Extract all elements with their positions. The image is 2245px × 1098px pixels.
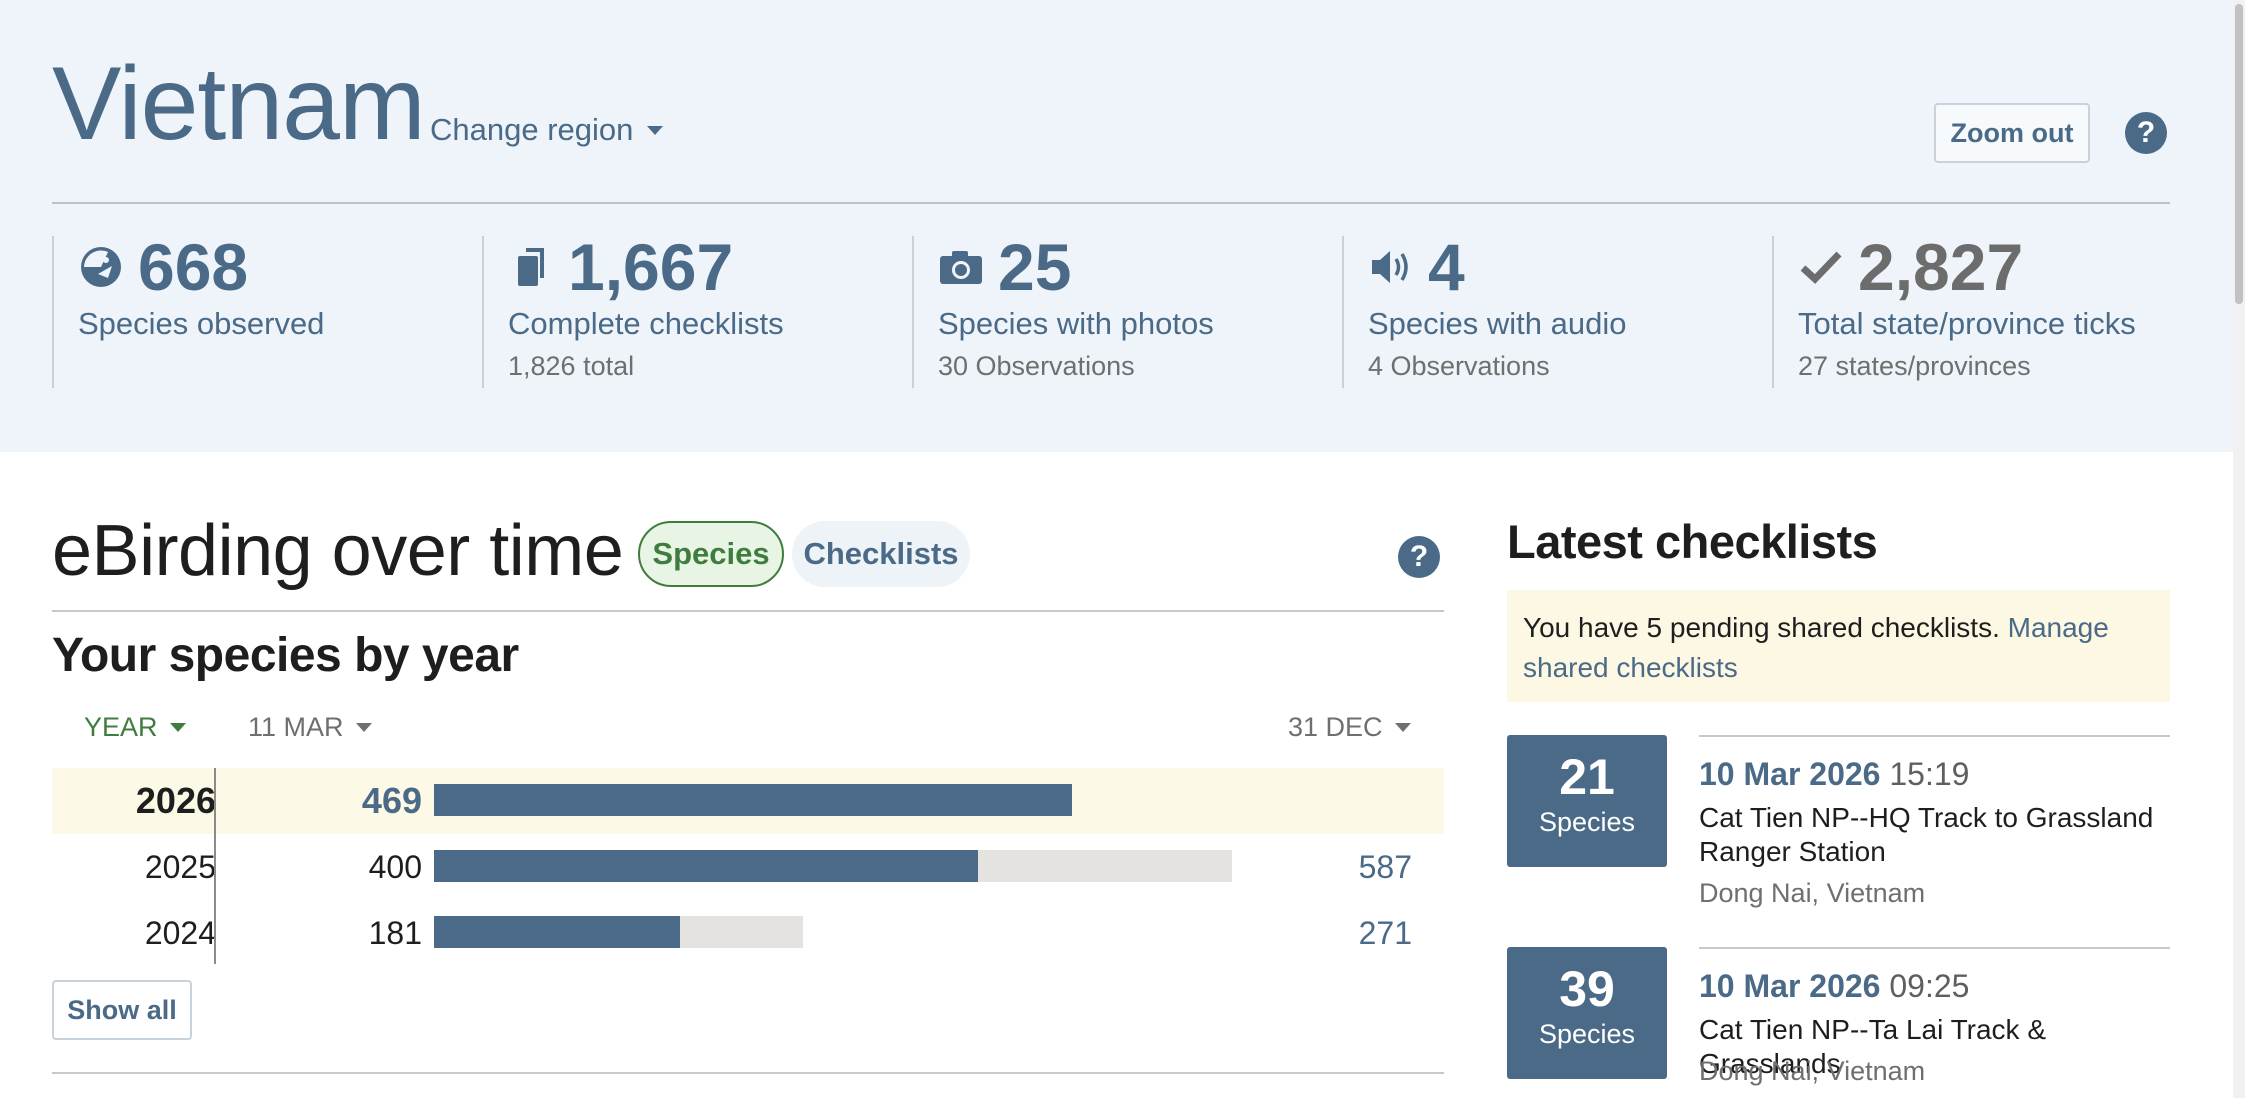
year-bar — [434, 784, 1072, 816]
stat-state-province-ticks[interactable]: 2,827 Total state/province ticks 27 stat… — [1772, 230, 2202, 388]
year-label: 2026 — [135, 780, 216, 821]
year-species-count: 469 — [361, 780, 422, 821]
species-unit: Species — [1538, 1019, 1636, 1049]
species-count: 21 — [1559, 749, 1615, 805]
year-label: 2025 — [144, 849, 216, 885]
page-title: Vietnam — [52, 46, 426, 162]
year-label: 2024 — [144, 915, 216, 951]
divider — [52, 202, 2170, 204]
year-species-count: 181 — [368, 915, 422, 951]
stat-label: Species observed — [78, 306, 325, 341]
start-date-dropdown[interactable]: 11 MAR — [248, 712, 372, 743]
stat-value: 4 — [1428, 230, 1465, 304]
stat-label: Total state/province ticks — [1798, 306, 2136, 341]
chevron-down-icon — [647, 125, 664, 135]
checklist-card[interactable]: 39 Species 10 Mar 2026 09:25 Cat Tien NP… — [1507, 947, 2170, 1097]
chevron-down-icon — [355, 723, 372, 732]
notice-text: You have 5 pending shared checklists. — [1523, 612, 2000, 643]
checklist-time: 09:25 — [1889, 968, 1970, 1004]
year-species-count: 400 — [368, 849, 422, 885]
divider — [52, 610, 1444, 612]
year-sort-dropdown[interactable]: YEAR — [84, 712, 186, 743]
stat-label: Species with audio — [1368, 306, 1627, 341]
pending-shared-notice: You have 5 pending shared checklists. Ma… — [1507, 590, 2170, 702]
stat-sub: 1,826 total — [508, 351, 635, 381]
checklist-datetime[interactable]: 10 Mar 2026 15:19 — [1699, 753, 1969, 795]
stats-bar: 668 Species observed 1,667 Complete chec… — [52, 230, 2202, 388]
checklist-card[interactable]: 21 Species 10 Mar 2026 15:19 Cat Tien NP… — [1507, 735, 2170, 915]
chevron-down-icon — [169, 723, 186, 732]
camera-icon — [938, 244, 984, 290]
stat-value: 1,667 — [568, 230, 734, 304]
manage-shared-link[interactable]: Manage shared checklists — [1523, 612, 2109, 683]
section-title: eBirding over time — [52, 511, 624, 591]
start-date-label: 11 MAR — [248, 712, 344, 742]
year-sort-label: YEAR — [84, 712, 158, 742]
stat-sub: 4 Observations — [1368, 351, 1550, 381]
divider — [52, 1072, 1444, 1074]
checklist-location-name[interactable]: Cat Tien NP--HQ Track to Grassland Range… — [1699, 802, 2154, 867]
year-row[interactable]: 2024 181 271 — [52, 900, 1444, 966]
year-row[interactable]: 2026 469 — [52, 768, 1444, 834]
chart-axis-line — [214, 768, 216, 964]
species-count-badge: 39 Species — [1507, 947, 1667, 1079]
stat-sub: 27 states/provinces — [1798, 351, 2031, 381]
checklist-region: Dong Nai, Vietnam — [1699, 878, 1926, 908]
change-region-label: Change region — [430, 112, 634, 147]
zoom-out-button[interactable]: Zoom out — [1934, 103, 2090, 163]
stat-value: 25 — [998, 230, 1072, 304]
year-bar-chart: 2026 469 2025 400 587 2024 181 271 — [52, 768, 1444, 966]
stat-sub: 30 Observations — [938, 351, 1135, 381]
checklist-region: Dong Nai, Vietnam — [1699, 1056, 1926, 1086]
help-icon[interactable]: ? — [1398, 536, 1440, 578]
stat-complete-checklists[interactable]: 1,667 Complete checklists 1,826 total — [482, 230, 912, 388]
tab-species[interactable]: Species — [638, 521, 784, 587]
species-count-badge: 21 Species — [1507, 735, 1667, 867]
end-date-dropdown[interactable]: 31 DEC — [1288, 712, 1411, 743]
year-bar — [434, 916, 680, 948]
change-region-dropdown[interactable]: Change region — [430, 108, 664, 152]
bird-icon — [78, 244, 124, 290]
region-header — [0, 0, 2233, 452]
chevron-down-icon — [1394, 723, 1411, 732]
stat-value: 2,827 — [1858, 230, 2024, 304]
show-all-button[interactable]: Show all — [52, 980, 192, 1040]
checklist-time: 15:19 — [1889, 756, 1970, 792]
checklist-datetime[interactable]: 10 Mar 2026 09:25 — [1699, 965, 1969, 1007]
year-bar-track — [434, 916, 803, 948]
checkmark-icon — [1798, 244, 1844, 290]
checklists-icon — [508, 244, 554, 290]
year-bar-track — [434, 784, 1072, 816]
stat-species-with-audio[interactable]: 4 Species with audio 4 Observations — [1342, 230, 1772, 388]
year-bar — [434, 850, 978, 882]
tab-checklists[interactable]: Checklists — [792, 521, 970, 587]
stat-label: Species with photos — [938, 306, 1214, 341]
year-bar-track — [434, 850, 1232, 882]
species-unit: Species — [1538, 807, 1636, 837]
year-total-link[interactable]: 271 — [1358, 915, 1412, 951]
latest-checklists-title: Latest checklists — [1507, 515, 1878, 568]
help-icon[interactable]: ? — [2125, 112, 2167, 154]
year-row[interactable]: 2025 400 587 — [52, 834, 1444, 900]
divider — [1699, 947, 2170, 949]
year-total-link[interactable]: 587 — [1358, 849, 1412, 885]
species-count: 39 — [1559, 961, 1615, 1017]
checklist-location-name[interactable]: Cat Tien NP--Ta Lai Track & Grasslands — [1699, 1014, 2047, 1079]
end-date-label: 31 DEC — [1288, 712, 1383, 742]
scrollbar-thumb[interactable] — [2235, 4, 2243, 304]
stat-label: Complete checklists — [508, 306, 784, 341]
stat-species-observed[interactable]: 668 Species observed — [52, 230, 482, 388]
stat-species-with-photos[interactable]: 25 Species with photos 30 Observations — [912, 230, 1342, 388]
checklist-date: 10 Mar 2026 — [1699, 756, 1881, 792]
checklist-date: 10 Mar 2026 — [1699, 968, 1881, 1004]
speaker-icon — [1368, 244, 1414, 290]
chart-title: Your species by year — [52, 629, 519, 682]
divider — [1699, 735, 2170, 737]
stat-value: 668 — [138, 230, 249, 304]
